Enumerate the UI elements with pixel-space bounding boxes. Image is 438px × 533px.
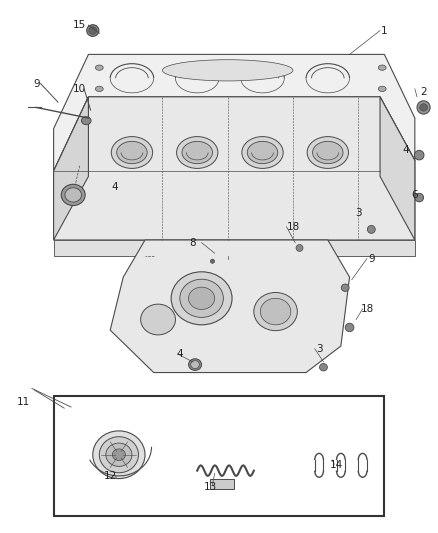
Ellipse shape	[191, 361, 199, 368]
Ellipse shape	[414, 150, 424, 160]
Ellipse shape	[162, 60, 293, 81]
Ellipse shape	[341, 284, 349, 292]
Text: 9: 9	[368, 254, 374, 263]
Text: 11: 11	[17, 397, 30, 407]
Ellipse shape	[95, 86, 103, 92]
Ellipse shape	[87, 25, 99, 36]
Text: 15: 15	[73, 20, 86, 30]
Polygon shape	[53, 97, 88, 240]
Ellipse shape	[320, 364, 327, 371]
Ellipse shape	[106, 443, 132, 466]
Ellipse shape	[313, 141, 343, 164]
Ellipse shape	[210, 259, 215, 263]
Ellipse shape	[93, 431, 145, 479]
Ellipse shape	[345, 323, 354, 332]
Ellipse shape	[247, 141, 278, 164]
Polygon shape	[380, 97, 415, 240]
Ellipse shape	[180, 279, 223, 317]
Ellipse shape	[378, 86, 386, 92]
Text: 9: 9	[33, 78, 39, 88]
Ellipse shape	[307, 136, 349, 168]
Ellipse shape	[260, 298, 291, 325]
Polygon shape	[53, 97, 415, 240]
Text: 10: 10	[73, 84, 86, 94]
Ellipse shape	[117, 141, 147, 164]
Ellipse shape	[242, 136, 283, 168]
Ellipse shape	[420, 104, 427, 111]
Text: 14: 14	[330, 461, 343, 470]
Text: 18: 18	[360, 304, 374, 314]
Text: 2: 2	[420, 86, 427, 96]
Text: 13: 13	[204, 481, 217, 491]
Ellipse shape	[254, 293, 297, 330]
Text: 4: 4	[177, 349, 183, 359]
Text: 6: 6	[412, 190, 418, 200]
Text: 4: 4	[111, 182, 118, 192]
Ellipse shape	[113, 449, 125, 461]
Bar	[210, 479, 234, 489]
Text: 1: 1	[381, 26, 388, 36]
Polygon shape	[110, 240, 350, 373]
Text: 3: 3	[355, 208, 362, 219]
Text: 18: 18	[286, 222, 300, 232]
Ellipse shape	[177, 136, 218, 168]
Ellipse shape	[188, 287, 215, 310]
Ellipse shape	[417, 101, 430, 114]
Polygon shape	[53, 240, 415, 256]
Ellipse shape	[95, 65, 103, 70]
Ellipse shape	[296, 245, 303, 252]
Polygon shape	[53, 54, 415, 171]
Ellipse shape	[99, 437, 138, 473]
Ellipse shape	[61, 184, 85, 206]
Text: 3: 3	[316, 344, 322, 354]
Ellipse shape	[141, 304, 176, 335]
Ellipse shape	[111, 136, 152, 168]
Ellipse shape	[188, 359, 201, 370]
Ellipse shape	[367, 225, 375, 233]
Text: 4: 4	[403, 145, 410, 155]
Bar	[53, 397, 385, 516]
Ellipse shape	[81, 117, 91, 125]
Ellipse shape	[89, 27, 97, 34]
Ellipse shape	[171, 272, 232, 325]
Text: 8: 8	[190, 238, 196, 248]
Ellipse shape	[65, 188, 81, 202]
Text: 12: 12	[103, 471, 117, 481]
Ellipse shape	[415, 193, 424, 202]
Ellipse shape	[378, 65, 386, 70]
Ellipse shape	[182, 141, 212, 164]
